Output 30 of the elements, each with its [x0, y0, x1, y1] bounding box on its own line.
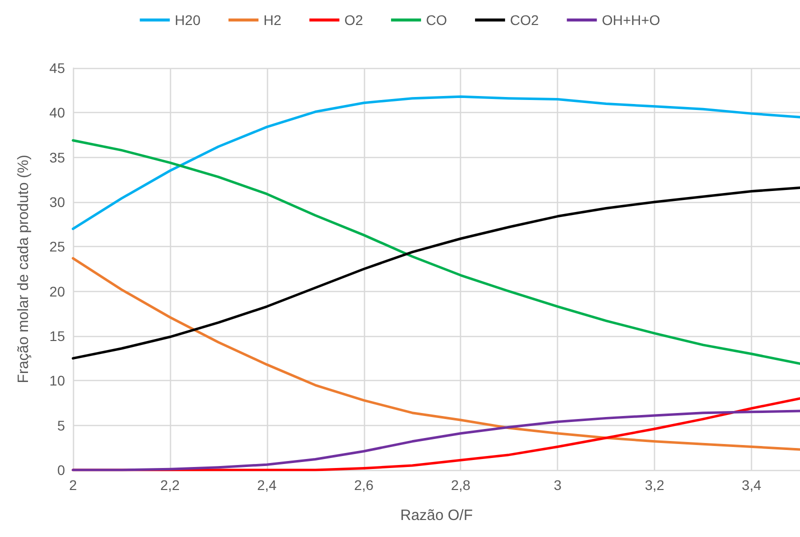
- x-tick-label: 3,2: [644, 477, 665, 493]
- x-tick-label: 2,2: [160, 477, 180, 493]
- y-tick-label: 0: [57, 462, 66, 478]
- y-tick-label: 45: [49, 60, 66, 76]
- legend-label: OH+H+O: [602, 12, 660, 28]
- line-series: [72, 139, 800, 365]
- line-series: [72, 257, 800, 451]
- legend-label: H20: [174, 12, 201, 28]
- y-tick-label: 10: [49, 372, 66, 389]
- legend-label: CO2: [510, 12, 540, 28]
- x-tick-label: 2,4: [257, 477, 277, 493]
- x-tick-label: 2,6: [354, 477, 374, 493]
- x-tick-label: 2,8: [451, 477, 471, 493]
- y-axis-title: Fração molar de cada produto (%): [15, 154, 32, 384]
- legend-label: CO: [426, 12, 448, 28]
- legend-label: H2: [263, 12, 282, 28]
- y-tick-label: 5: [57, 417, 66, 434]
- y-tick-label: 25: [49, 238, 66, 255]
- line-series: [72, 186, 800, 360]
- line-series: [72, 95, 800, 230]
- y-tick-label: 40: [49, 104, 66, 121]
- y-tick-label: 15: [49, 328, 66, 344]
- legend-label: O2: [344, 12, 364, 28]
- y-tick-label: 20: [49, 283, 66, 300]
- y-tick-label: 30: [49, 194, 66, 210]
- x-tick-label: 3,4: [742, 477, 762, 493]
- y-tick-label: 35: [49, 149, 66, 166]
- x-tick-label: 3: [554, 477, 562, 493]
- x-tick-label: 2: [69, 477, 78, 493]
- x-axis-title: Razão O/F: [400, 507, 473, 524]
